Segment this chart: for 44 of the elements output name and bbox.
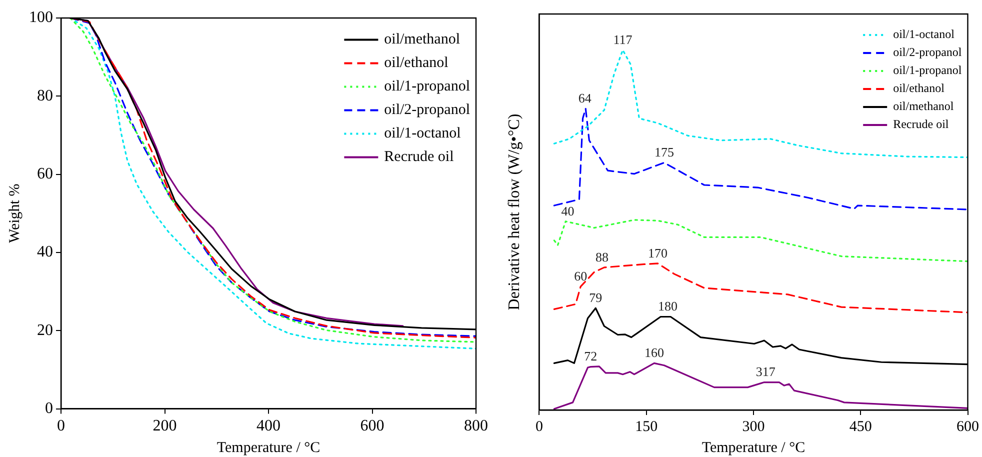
y-tick-label: 0 <box>45 400 53 418</box>
legend-label: oil/1-octanol <box>893 27 956 42</box>
legend-label: oil/ethanol <box>384 55 448 72</box>
annotation: 72 <box>584 348 598 364</box>
y-tick-label: 60 <box>37 166 53 183</box>
x-axis-title: Temperature / °C <box>702 440 806 456</box>
annotation: 64 <box>578 90 592 106</box>
x-tick-label: 450 <box>849 418 872 435</box>
x-axis-title: Temperature / °C <box>216 440 320 456</box>
x-tick-label: 300 <box>742 418 765 435</box>
annotation: 79 <box>589 290 602 306</box>
legend-label: oil/2-propanol <box>384 102 470 118</box>
y-axis-title: Weight % <box>6 184 23 243</box>
annotation: 317 <box>756 364 776 380</box>
y-tick-label: 40 <box>37 244 53 261</box>
annotation: 60 <box>574 268 588 284</box>
legend-label: oil/1-octanol <box>384 126 461 142</box>
x-tick-label: 600 <box>956 418 979 435</box>
legend-label: oil/1-propanol <box>384 78 470 95</box>
x-tick-label: 600 <box>360 418 384 435</box>
annotation: 160 <box>644 345 664 360</box>
legend-label: oil/methanol <box>893 99 954 114</box>
y-tick-label: 100 <box>29 9 53 26</box>
annotation: 88 <box>596 249 609 264</box>
x-tick-label: 150 <box>635 418 658 435</box>
y-tick-label: 20 <box>37 322 53 339</box>
legend-label: oil/2-propanol <box>893 45 962 60</box>
legend-label: Recrude oil <box>384 149 454 166</box>
annotation: 40 <box>561 203 574 218</box>
annotation: 180 <box>658 298 678 314</box>
y-axis-title: Derivative heat flow (W/g•°C) <box>506 114 523 310</box>
legend-label: oil/1-propanol <box>893 63 962 78</box>
annotation: 170 <box>648 245 668 260</box>
legend-label: oil/methanol <box>384 32 460 48</box>
x-tick-label: 200 <box>152 418 177 435</box>
x-tick-label: 800 <box>464 418 488 435</box>
x-tick-label: 0 <box>535 418 543 435</box>
y-tick-label: 80 <box>37 87 53 104</box>
legend-label: Recrude oil <box>893 117 950 132</box>
x-tick-label: 0 <box>57 418 65 435</box>
legend-label: oil/ethanol <box>893 81 946 96</box>
x-tick-label: 400 <box>256 418 280 435</box>
annotation: 175 <box>654 144 674 160</box>
annotation: 117 <box>613 32 633 47</box>
